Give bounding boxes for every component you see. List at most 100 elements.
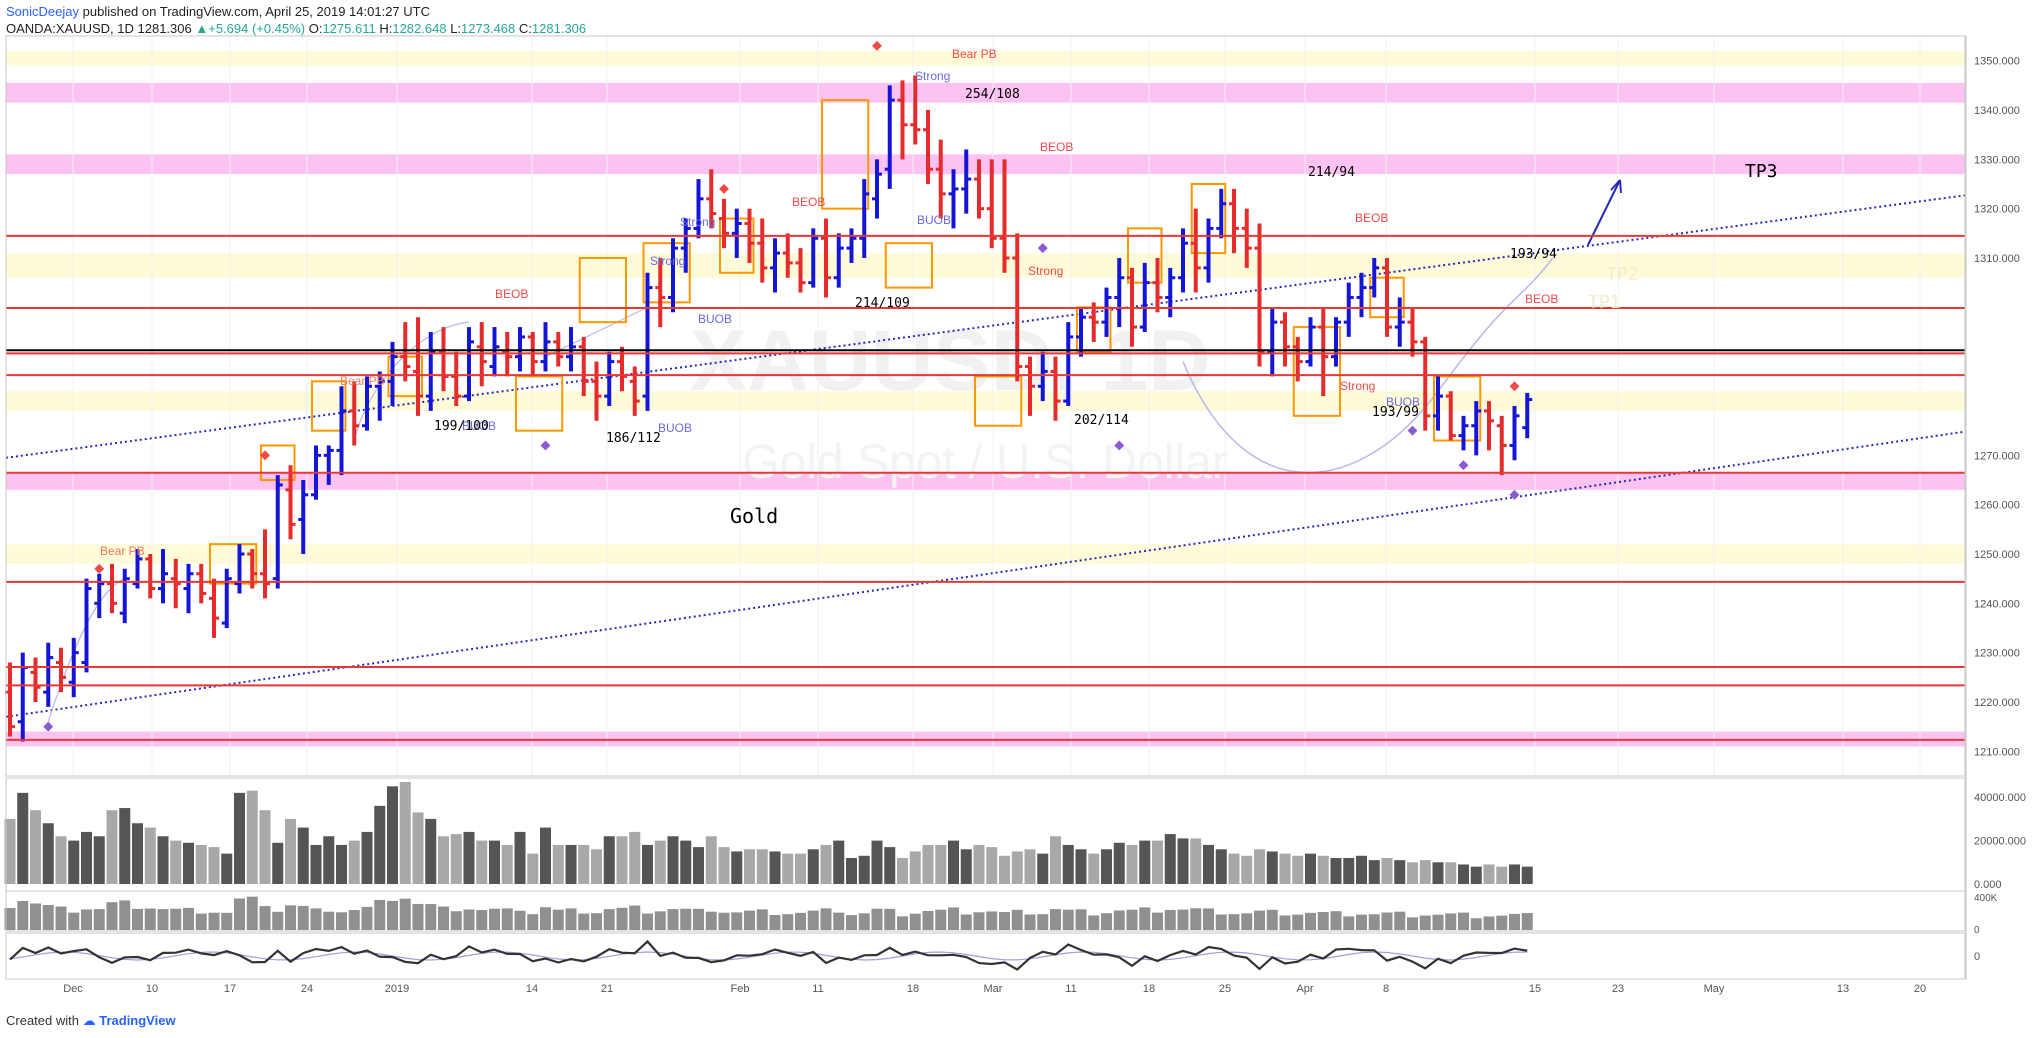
volume-bar [463, 831, 475, 884]
volume-bar [807, 849, 819, 884]
open-label: O: [308, 21, 323, 36]
volume-bar [705, 836, 717, 884]
time-axis-tick: 25 [1219, 983, 1231, 995]
volume-bar [399, 782, 411, 884]
oscillator-bar [591, 913, 602, 930]
time-axis-tick: Feb [731, 983, 750, 995]
oscillator-bar [935, 909, 947, 930]
volume-bar [17, 792, 29, 884]
oscillator-bar [1458, 912, 1469, 930]
volume-bar [591, 849, 602, 884]
osc-axis-tick: 400K [1974, 893, 1998, 904]
author-link[interactable]: SonicDeejay [6, 4, 79, 19]
price-change: +5.694 (+0.45%) [208, 21, 306, 36]
volume-bar [119, 808, 131, 884]
oscillator-bar [259, 906, 271, 930]
oscillator-bar [756, 909, 768, 930]
volume-bar [871, 840, 883, 884]
chart-annotation: BUOB [462, 419, 496, 433]
oscillator-bar [1075, 909, 1087, 930]
chart-annotation: BEOB [1525, 292, 1558, 306]
oscillator-bar [642, 913, 653, 930]
oscillator-bar [55, 906, 67, 930]
last-price: 1281.306 [137, 21, 192, 36]
price-axis-tick: 1230.000 [1974, 648, 2020, 660]
oscillator-bar [336, 912, 347, 930]
oscillator-bar [999, 912, 1010, 930]
oscillator-bar [820, 908, 832, 930]
volume-bar [234, 792, 245, 884]
oscillator-bar [1432, 914, 1444, 930]
chart-annotation: TP1 [1588, 292, 1621, 313]
oscillator-bar [1126, 909, 1138, 930]
oscillator-bar [718, 912, 730, 930]
volume-bar [1381, 857, 1393, 884]
price-axis-tick: 1320.000 [1974, 204, 2020, 216]
volume-bar [183, 842, 194, 884]
volume-bar [1228, 853, 1240, 884]
oscillator-bar [986, 911, 998, 930]
volume-bar [106, 810, 118, 884]
time-axis-tick: 11 [812, 983, 823, 995]
volume-bar [1445, 862, 1457, 884]
volume-bar [285, 818, 296, 884]
chart-annotation: 214/94 [1308, 165, 1355, 180]
volume-bar [795, 853, 806, 884]
volume-bar [1177, 838, 1189, 884]
order-block-box [884, 242, 933, 289]
oscillator-bar [846, 915, 857, 930]
tradingview-brand[interactable]: TradingView [99, 1013, 176, 1028]
volume-bar [195, 844, 207, 884]
price-axis-tick: 1250.000 [1974, 549, 2020, 561]
symbol-name: OANDA:XAUUSD, 1D [6, 21, 134, 36]
tradingview-logo-icon[interactable]: ☁ [82, 1013, 96, 1028]
supply-demand-zone [6, 154, 1965, 175]
order-block-box [974, 375, 1023, 427]
volume-bar [1101, 849, 1112, 884]
order-block-box [515, 375, 564, 432]
chart-annotation: 254/108 [965, 87, 1020, 102]
supply-demand-zone [6, 472, 1965, 490]
supply-demand-zone [6, 82, 1965, 103]
volume-bar [616, 836, 628, 884]
oscillator-bar [412, 903, 424, 930]
volume-bar [144, 827, 156, 884]
oscillator-bar [221, 912, 233, 930]
time-axis-tick: 23 [1612, 983, 1624, 995]
supply-demand-zone [6, 50, 1965, 66]
volume-bar [272, 842, 284, 884]
oscillator-bar [183, 907, 194, 930]
close-label: C: [518, 21, 532, 36]
oscillator-bar [1419, 915, 1431, 930]
oscillator-bar [81, 909, 92, 930]
chart-annotation: Strong [1340, 379, 1375, 393]
oscillator-bar [705, 911, 717, 930]
oscillator-bar [1203, 908, 1214, 930]
volume-bar [935, 844, 947, 884]
oscillator-bar [552, 909, 564, 930]
oscillator-bar [119, 900, 131, 930]
volume-bar [1521, 866, 1533, 884]
oscillator-bar [807, 910, 819, 930]
oscillator-bar [195, 913, 207, 930]
chart-annotation: BUOB [1386, 395, 1420, 409]
time-axis-tick: 8 [1383, 983, 1389, 995]
chart-annotation: BEOB [495, 287, 528, 301]
oscillator-bar [1011, 909, 1023, 930]
oscillator-bar [297, 905, 309, 930]
volume-bar [603, 836, 615, 884]
time-axis-tick: 20 [1914, 983, 1926, 995]
volume-bar [565, 844, 577, 884]
chart-annotation: BUOB [658, 421, 692, 435]
footer: Created with ☁ TradingView [6, 1013, 176, 1029]
oscillator-bar [1407, 917, 1418, 930]
oscillator-bar [1368, 914, 1380, 930]
oscillator-bar [501, 908, 513, 930]
volume-bar [693, 847, 704, 884]
oscillator-bar [667, 909, 679, 930]
chart-annotation: 186/112 [606, 431, 661, 446]
volume-bar [846, 857, 857, 884]
oscillator-bar [1381, 912, 1393, 930]
oscillator-bar [170, 908, 182, 930]
